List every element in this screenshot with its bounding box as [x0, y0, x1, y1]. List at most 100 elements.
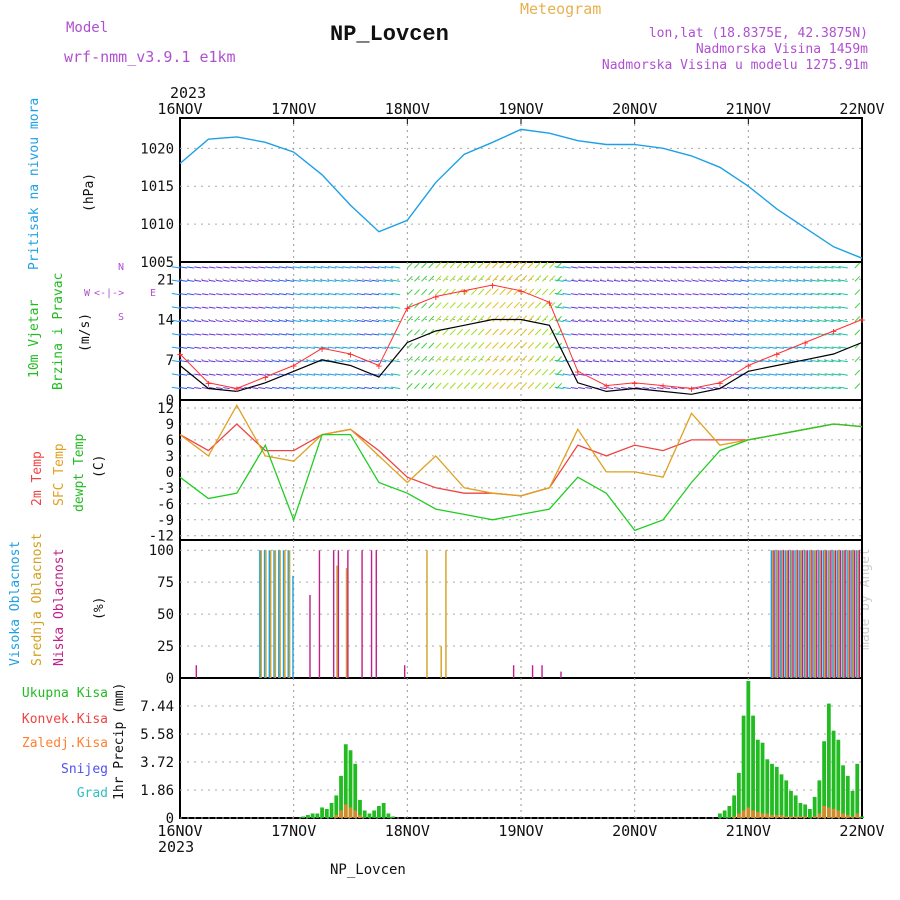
gust-marker: + — [404, 302, 411, 315]
wind-arrow — [817, 266, 827, 269]
cloud-bar — [195, 665, 198, 678]
year-top: 2023 — [170, 84, 207, 102]
precip-conv-bar — [770, 814, 774, 818]
wind-arrow — [456, 315, 463, 322]
cloud-bar — [841, 550, 844, 678]
wind-arrow — [663, 293, 671, 296]
wind-arrow — [642, 346, 649, 349]
wind-arrow — [421, 382, 428, 389]
wind-arrow — [306, 346, 316, 349]
wind-arrow — [478, 328, 485, 336]
wind-arrow — [499, 382, 506, 389]
wind-arrow — [726, 386, 735, 390]
wind-arrow — [378, 266, 387, 269]
gust-marker: + — [546, 296, 553, 309]
wind-arrow — [463, 275, 471, 282]
wind-arrow — [663, 360, 671, 363]
wind-speed-line — [179, 318, 863, 395]
wind-arrow — [562, 279, 571, 282]
wind-arrow — [713, 333, 720, 336]
wind-arrow — [642, 320, 649, 323]
precip-total-bar — [850, 790, 855, 818]
wind-arrow — [186, 360, 195, 363]
wind-arrow — [678, 279, 685, 282]
precip-conv-bar — [751, 810, 755, 818]
model-altitude: Nadmorska Visina u modelu 1275.91m — [601, 58, 868, 73]
wind-arrow — [754, 373, 763, 376]
wind-arrow — [649, 306, 657, 309]
wind-arrow — [223, 373, 230, 376]
wind-arrow — [692, 320, 699, 323]
wind-arrow — [642, 279, 649, 282]
wind-arrow — [606, 373, 614, 376]
wind-arrow — [428, 315, 435, 322]
wind-arrow — [635, 387, 642, 390]
precip-conv-bar — [822, 805, 827, 818]
cloud-bar — [851, 550, 853, 678]
wind-arrow — [513, 355, 521, 363]
gust-marker: + — [489, 279, 496, 292]
wind-arrow — [371, 386, 379, 390]
wind-arrow — [740, 266, 749, 269]
wind-arrow — [272, 346, 280, 349]
wind-arrow — [699, 293, 706, 296]
wind-arrow — [449, 315, 456, 322]
wind-arrow — [356, 319, 365, 323]
wind-arrow — [391, 319, 401, 323]
time-label-top: 19NOV — [498, 100, 543, 118]
wind-arrow — [435, 275, 442, 282]
cloud-bar — [440, 646, 442, 678]
time-label-top: 16NOV — [157, 100, 202, 118]
wind-arrow — [562, 346, 571, 349]
time-label-top: 21NOV — [726, 100, 771, 118]
wind-arrow — [285, 333, 294, 336]
wind-arrow — [485, 288, 492, 296]
wind-arrow — [278, 279, 287, 282]
wind-arrow — [179, 386, 188, 390]
cloud-bar — [849, 550, 851, 678]
wind-arrow — [320, 292, 330, 296]
cloud-bar — [269, 550, 272, 678]
wind-arrow — [364, 373, 372, 376]
wind-arrow — [320, 306, 330, 309]
wind-arrow — [585, 373, 593, 376]
wind-arrow — [171, 386, 181, 390]
wind-arrow — [747, 319, 756, 323]
wind-arrow — [421, 315, 428, 322]
wind-arrow — [272, 279, 280, 282]
wind-arrow — [592, 333, 600, 336]
wind-arrow — [578, 293, 586, 296]
precip-conv-bar — [353, 810, 358, 818]
wind-arrow — [796, 346, 806, 349]
wind-arrow — [349, 333, 358, 336]
wind-arrow — [470, 355, 478, 363]
wind-arrow — [726, 360, 735, 363]
wind-arrow — [599, 266, 607, 269]
wind-arrow — [549, 275, 556, 282]
wind-arrow — [838, 333, 848, 336]
wind-arrow — [520, 342, 528, 349]
wind-arrow — [244, 293, 252, 296]
wind-arrow — [272, 360, 280, 363]
wind-arrow — [335, 359, 344, 363]
wind-arrow — [782, 279, 792, 282]
cloud-bar — [838, 550, 840, 678]
wind-arrow — [606, 387, 614, 390]
temp-tick-label: 3 — [166, 449, 174, 465]
precip-total-bar — [329, 802, 334, 818]
wind-arrow — [527, 275, 535, 282]
wind-arrow — [649, 266, 657, 269]
wind-arrow — [449, 355, 456, 363]
wind-arrow — [485, 328, 492, 336]
wind-arrow — [592, 279, 600, 282]
wind-arrow — [313, 266, 323, 269]
pressure-tick-label: 1020 — [140, 141, 174, 157]
wind-arrow — [342, 319, 351, 323]
wind-arrow — [649, 279, 657, 282]
wind-arrow — [585, 293, 593, 296]
cloud-bar — [857, 550, 859, 678]
wind-arrow — [492, 355, 499, 363]
wind-arrow — [592, 320, 600, 323]
gust-marker: + — [631, 377, 638, 390]
compass-icon: N W E S <-|-> — [84, 262, 157, 323]
